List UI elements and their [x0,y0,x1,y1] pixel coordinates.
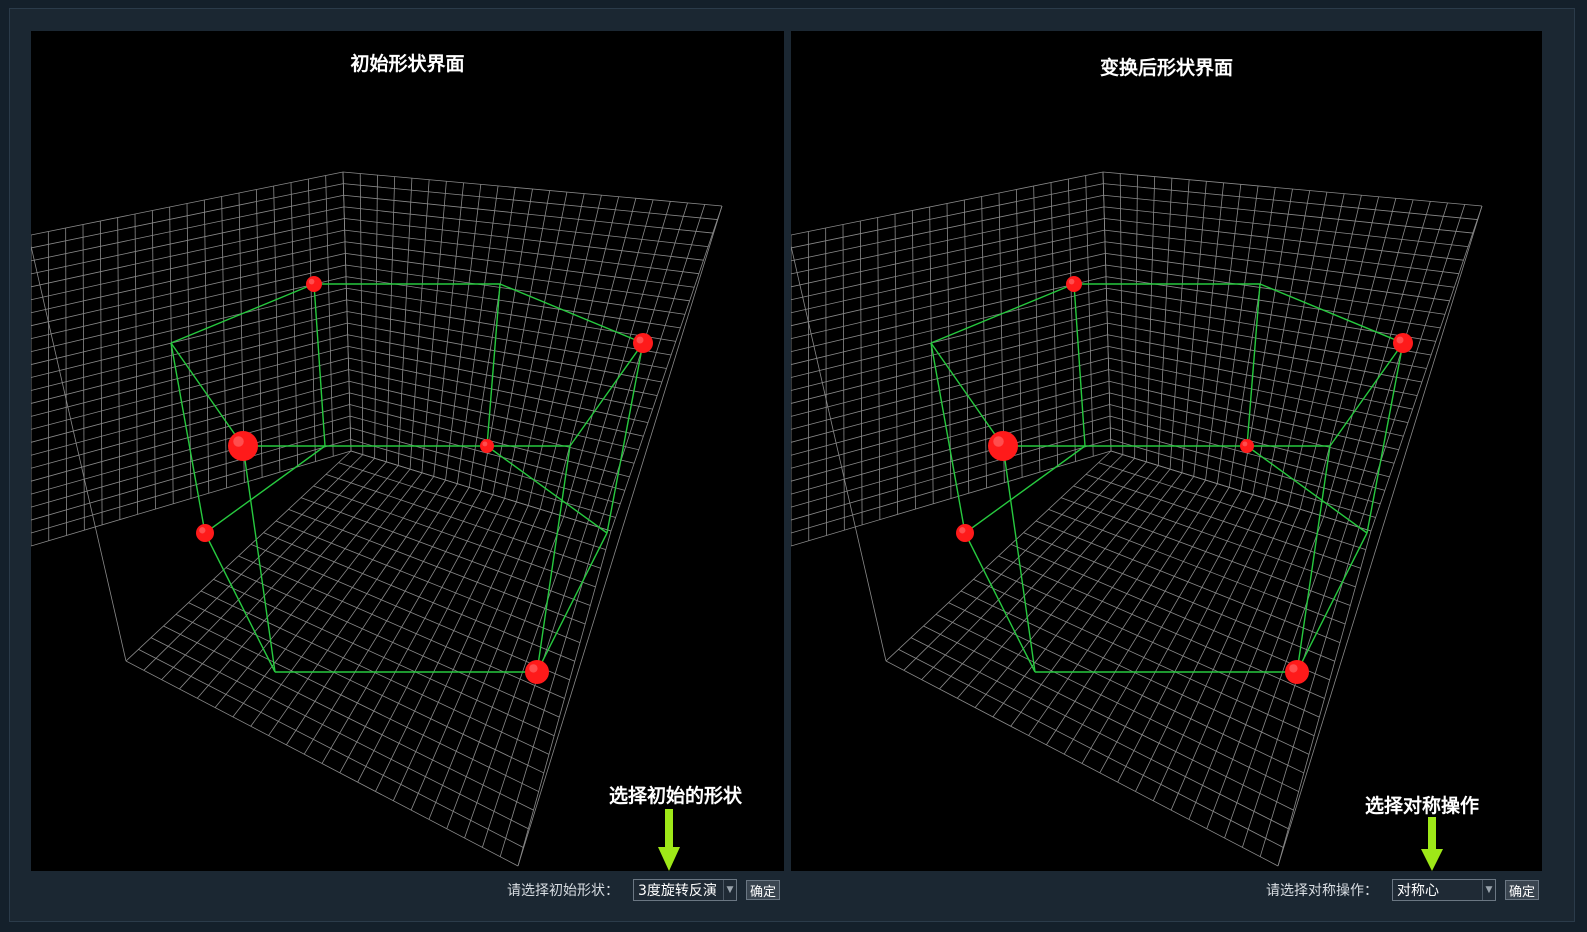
atom-sphere[interactable] [956,524,974,542]
atom-highlight [1068,278,1075,285]
edge [536,445,571,673]
edge [930,342,1004,447]
atom-sphere[interactable] [988,431,1018,461]
atom-highlight [482,441,488,447]
edge [204,445,326,534]
symmetry-operation-controls: 请选择对称操作： 对称心 ▼ 确定 [1266,878,1540,902]
grid-plane [791,171,1112,547]
edge [606,342,644,534]
edge [170,342,206,534]
atom-highlight [308,278,315,285]
atom-sphere[interactable] [1066,276,1082,292]
edge [486,445,608,534]
edge [486,283,501,447]
edge [964,445,1086,534]
atom-sphere[interactable] [306,276,322,292]
atom-sphere[interactable] [1393,333,1413,353]
grid-plane [342,171,723,532]
transformed-shape-viewport[interactable]: 变换后形状界面 选择对称操作 [791,31,1542,871]
annotation-select-initial: 选择初始的形状 [609,785,743,807]
edge [1259,283,1404,344]
edge [1246,445,1368,534]
arrow-down-icon [658,809,680,871]
chevron-down-icon[interactable]: ▼ [723,880,736,900]
edge [1002,445,1036,673]
edge [1329,342,1404,447]
atom-highlight [636,336,644,344]
edge [242,445,276,673]
edge [930,342,966,534]
arrow-down-icon [1421,817,1443,871]
edge [930,283,1075,344]
atom-highlight [959,527,966,534]
grid-plane [885,450,1372,867]
atom-highlight [1242,441,1248,447]
atom-sphere[interactable] [1240,439,1254,453]
3d-scene[interactable] [31,31,784,871]
polyhedron-edges [930,283,1404,673]
atom-highlight [1396,336,1404,344]
atoms [956,276,1413,684]
atom-highlight [993,436,1004,447]
edge [1366,342,1404,534]
confirm-operation-button[interactable]: 确定 [1505,880,1540,900]
initial-shape-select[interactable]: 3度旋转反演 ▼ [633,879,737,901]
grid-plane [1102,171,1483,532]
edge [1246,283,1261,447]
initial-shape-viewport[interactable]: 初始形状界面 选择初始的形状 [31,31,784,871]
edge [569,342,644,447]
initial-shape-controls: 请选择初始形状： 3度旋转反演 ▼ 确定 [507,878,781,902]
atom-highlight [199,527,206,534]
atom-sphere[interactable] [196,524,214,542]
edge [1073,283,1086,447]
confirm-initial-button[interactable]: 确定 [746,880,781,900]
atom-sphere[interactable] [480,439,494,453]
initial-shape-select-value: 3度旋转反演 [638,883,717,899]
chevron-down-icon[interactable]: ▼ [1482,880,1495,900]
symmetry-operation-select-value: 对称心 [1397,883,1439,899]
grid-plane [125,450,612,867]
edge [170,283,315,344]
panel-title-transformed: 变换后形状界面 [1099,57,1233,79]
annotation-select-operation: 选择对称操作 [1365,795,1480,817]
edge [499,283,644,344]
grid-plane [31,171,352,547]
atom-highlight [529,664,538,673]
edge [964,532,1036,673]
atom-highlight [233,436,244,447]
edge [170,342,244,447]
edge [1296,532,1368,673]
initial-shape-label: 请选择初始形状： [507,883,619,899]
symmetry-operation-label: 请选择对称操作： [1266,883,1378,899]
symmetry-operation-select[interactable]: 对称心 ▼ [1392,879,1496,901]
edge [204,532,276,673]
panel-title-initial: 初始形状界面 [350,53,465,75]
atom-sphere[interactable] [633,333,653,353]
atoms [196,276,653,684]
atom-sphere[interactable] [1285,660,1309,684]
edge [1296,445,1331,673]
atom-sphere[interactable] [525,660,549,684]
edge [313,283,326,447]
edge [536,532,608,673]
atom-sphere[interactable] [228,431,258,461]
3d-scene[interactable] [791,31,1542,871]
atom-highlight [1289,664,1298,673]
